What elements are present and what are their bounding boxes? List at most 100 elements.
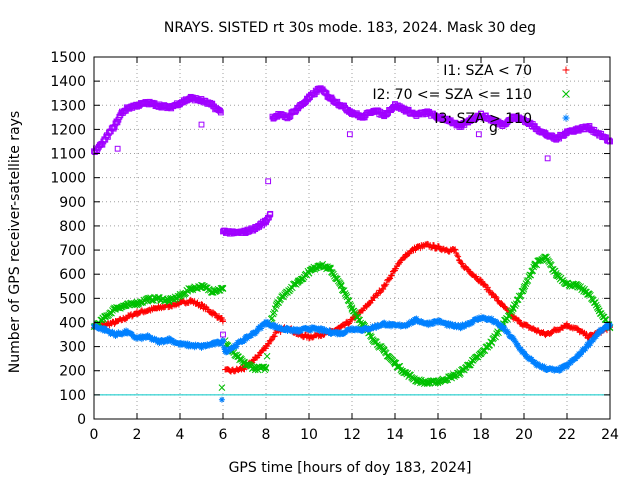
data-point: [583, 330, 590, 337]
data-point: [224, 348, 231, 355]
data-point: [311, 324, 318, 331]
data-point: [425, 322, 432, 329]
y-axis-label: Number of GPS receiver-satellite rays: [7, 111, 23, 373]
data-point: [478, 278, 485, 285]
y-tick-label: 700: [59, 243, 86, 259]
x-tick-label: 16: [429, 427, 447, 443]
y-tick-label: 200: [59, 364, 86, 380]
data-point: [268, 336, 275, 343]
data-point: [516, 317, 523, 324]
data-point: [256, 352, 263, 359]
y-tick-label: 300: [59, 340, 86, 356]
data-point: [388, 323, 395, 330]
x-tick-label: 10: [300, 427, 318, 443]
y-tick-label: 1300: [50, 98, 86, 114]
data-point: [434, 379, 442, 387]
data-point: [528, 356, 535, 363]
x-tick-label: 0: [90, 427, 99, 443]
y-tick-label: 900: [59, 195, 86, 211]
data-point: [233, 343, 240, 350]
data-point: [546, 258, 553, 266]
data-point: [466, 361, 474, 369]
data-point: [258, 325, 265, 332]
data-point: [431, 242, 438, 249]
legend-marker-3: [562, 114, 570, 122]
data-point: [217, 109, 224, 116]
data-point: [212, 311, 219, 318]
data-point: [524, 277, 532, 284]
data-point: [184, 340, 191, 347]
legend-marker-2: [562, 90, 570, 98]
y-tick-label: 0: [77, 412, 86, 428]
data-point: [270, 321, 277, 328]
data-point: [219, 285, 227, 293]
data-point: [501, 324, 508, 331]
y-tick-label: 1200: [50, 122, 86, 138]
legend-label-4: g: [489, 120, 498, 136]
data-point: [325, 329, 332, 336]
y-tick-label: 100: [59, 388, 86, 404]
data-point: [493, 330, 500, 337]
data-point: [302, 324, 309, 331]
y-tick-label: 1100: [50, 147, 86, 163]
data-point: [251, 366, 259, 374]
data-point: [339, 287, 347, 295]
y-tick-label: 1500: [50, 50, 86, 66]
data-point: [587, 340, 594, 347]
data-point: [341, 322, 348, 329]
x-tick-label: 22: [558, 427, 576, 443]
outlier-point: [198, 121, 205, 128]
tick-labels: 0100200300400500600700800900100011001200…: [50, 50, 619, 443]
data-point: [557, 367, 564, 374]
data-point: [481, 281, 488, 288]
x-tick-label: 6: [219, 427, 228, 443]
data-point: [217, 107, 223, 114]
data-point: [574, 353, 581, 360]
series-2: [90, 253, 614, 391]
data-point: [156, 340, 163, 347]
chart-title: NRAYS. SISTED rt 30s mode. 183, 2024. Ma…: [164, 20, 536, 36]
data-point: [261, 322, 268, 329]
data-point: [262, 364, 270, 372]
data-point: [606, 137, 612, 144]
data-point: [430, 321, 437, 328]
x-axis-label: GPS time [hours of doy 183, 2024]: [229, 460, 472, 476]
data-point: [596, 330, 603, 337]
x-tick-label: 20: [515, 427, 533, 443]
data-point: [383, 281, 390, 288]
data-point: [330, 270, 337, 278]
data-point: [577, 351, 584, 358]
data-point: [337, 282, 345, 290]
data-point: [269, 310, 277, 318]
data-point: [262, 364, 270, 371]
data-point: [507, 309, 515, 316]
data-point: [512, 300, 520, 308]
x-tick-label: 2: [133, 427, 142, 443]
data-point: [515, 316, 522, 323]
data-point: [513, 339, 520, 346]
data-point: [572, 355, 579, 362]
data-point: [452, 246, 459, 253]
x-tick-label: 4: [176, 427, 185, 443]
data-point: [567, 359, 574, 366]
outlier-point: [265, 178, 272, 185]
data-point: [531, 359, 538, 366]
data-point: [473, 273, 480, 280]
data-point: [480, 314, 487, 321]
x-tick-label: 18: [472, 427, 490, 443]
data-point: [220, 337, 226, 344]
data-point: [316, 328, 323, 335]
data-point: [572, 280, 580, 288]
outlier-point: [346, 131, 353, 138]
data-point: [459, 260, 466, 267]
data-point: [307, 327, 314, 334]
data-point: [585, 290, 592, 298]
data-point: [539, 362, 546, 369]
data-point: [248, 332, 255, 339]
data-point: [392, 265, 399, 272]
data-point: [395, 260, 402, 267]
data-point: [175, 301, 182, 308]
data-point: [586, 338, 593, 345]
outlier-point: [218, 396, 225, 403]
y-tick-label: 500: [59, 291, 86, 307]
